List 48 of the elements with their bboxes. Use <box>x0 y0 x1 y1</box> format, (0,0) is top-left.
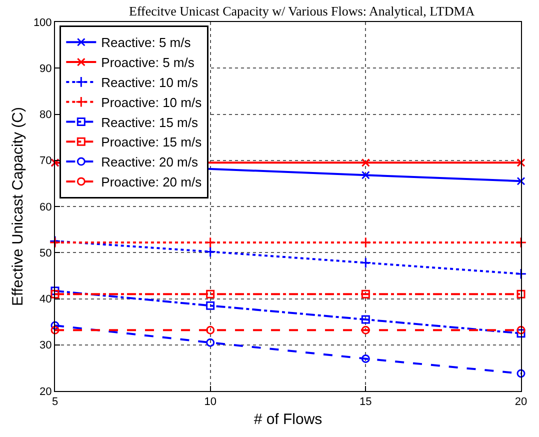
x-axis-title: # of Flows <box>254 411 322 428</box>
legend-label: Reactive: 5 m/s <box>101 35 192 50</box>
point <box>515 268 527 280</box>
legend-label: Proactive: 10 m/s <box>101 94 202 110</box>
y-tick-label: 30 <box>40 340 52 352</box>
y-axis-title: Effective Unicast Capacity (C) <box>10 107 27 306</box>
point <box>516 369 526 378</box>
point <box>516 326 526 334</box>
point <box>361 354 370 363</box>
legend-label: Reactive: 15 m/s <box>101 114 198 130</box>
point <box>516 176 526 186</box>
point <box>50 290 60 298</box>
y-tick-label: 40 <box>40 294 52 306</box>
point <box>361 290 370 298</box>
legend-label: Proactive: 5 m/s <box>101 55 195 70</box>
point <box>361 326 370 334</box>
point <box>516 290 526 298</box>
chart-title: Effecitve Unicast Capacity w/ Various Flows: Analytical, LTDMA <box>129 4 476 19</box>
y-tick-label: 60 <box>40 201 52 214</box>
point <box>206 338 215 347</box>
point <box>515 236 527 248</box>
point <box>206 326 215 334</box>
y-tick-label: 90 <box>40 62 52 75</box>
point <box>50 321 60 330</box>
legend-label: Reactive: 10 m/s <box>101 75 198 90</box>
point <box>516 158 526 167</box>
y-tick-label: 100 <box>33 16 52 29</box>
y-tick-label: 80 <box>40 109 52 122</box>
point <box>206 290 215 298</box>
point <box>361 170 370 180</box>
point <box>206 301 215 310</box>
x-tick-label: 20 <box>514 396 528 408</box>
point <box>361 158 370 167</box>
y-tick-label: 20 <box>40 386 52 398</box>
y-tick-label: 70 <box>40 155 52 168</box>
x-tick-label: 10 <box>204 396 216 408</box>
point <box>360 236 372 248</box>
y-tick-label: 50 <box>40 247 52 260</box>
point <box>360 257 372 268</box>
point <box>516 329 526 338</box>
legend-label: Reactive: 20 m/s <box>101 154 198 170</box>
legend-label: Proactive: 20 m/s <box>101 174 202 190</box>
point <box>361 315 370 324</box>
point <box>204 246 216 258</box>
x-tick-label: 5 <box>52 396 58 408</box>
point <box>50 326 60 334</box>
legend-label: Proactive: 15 m/s <box>101 134 202 150</box>
x-tick-label: 15 <box>360 396 372 408</box>
